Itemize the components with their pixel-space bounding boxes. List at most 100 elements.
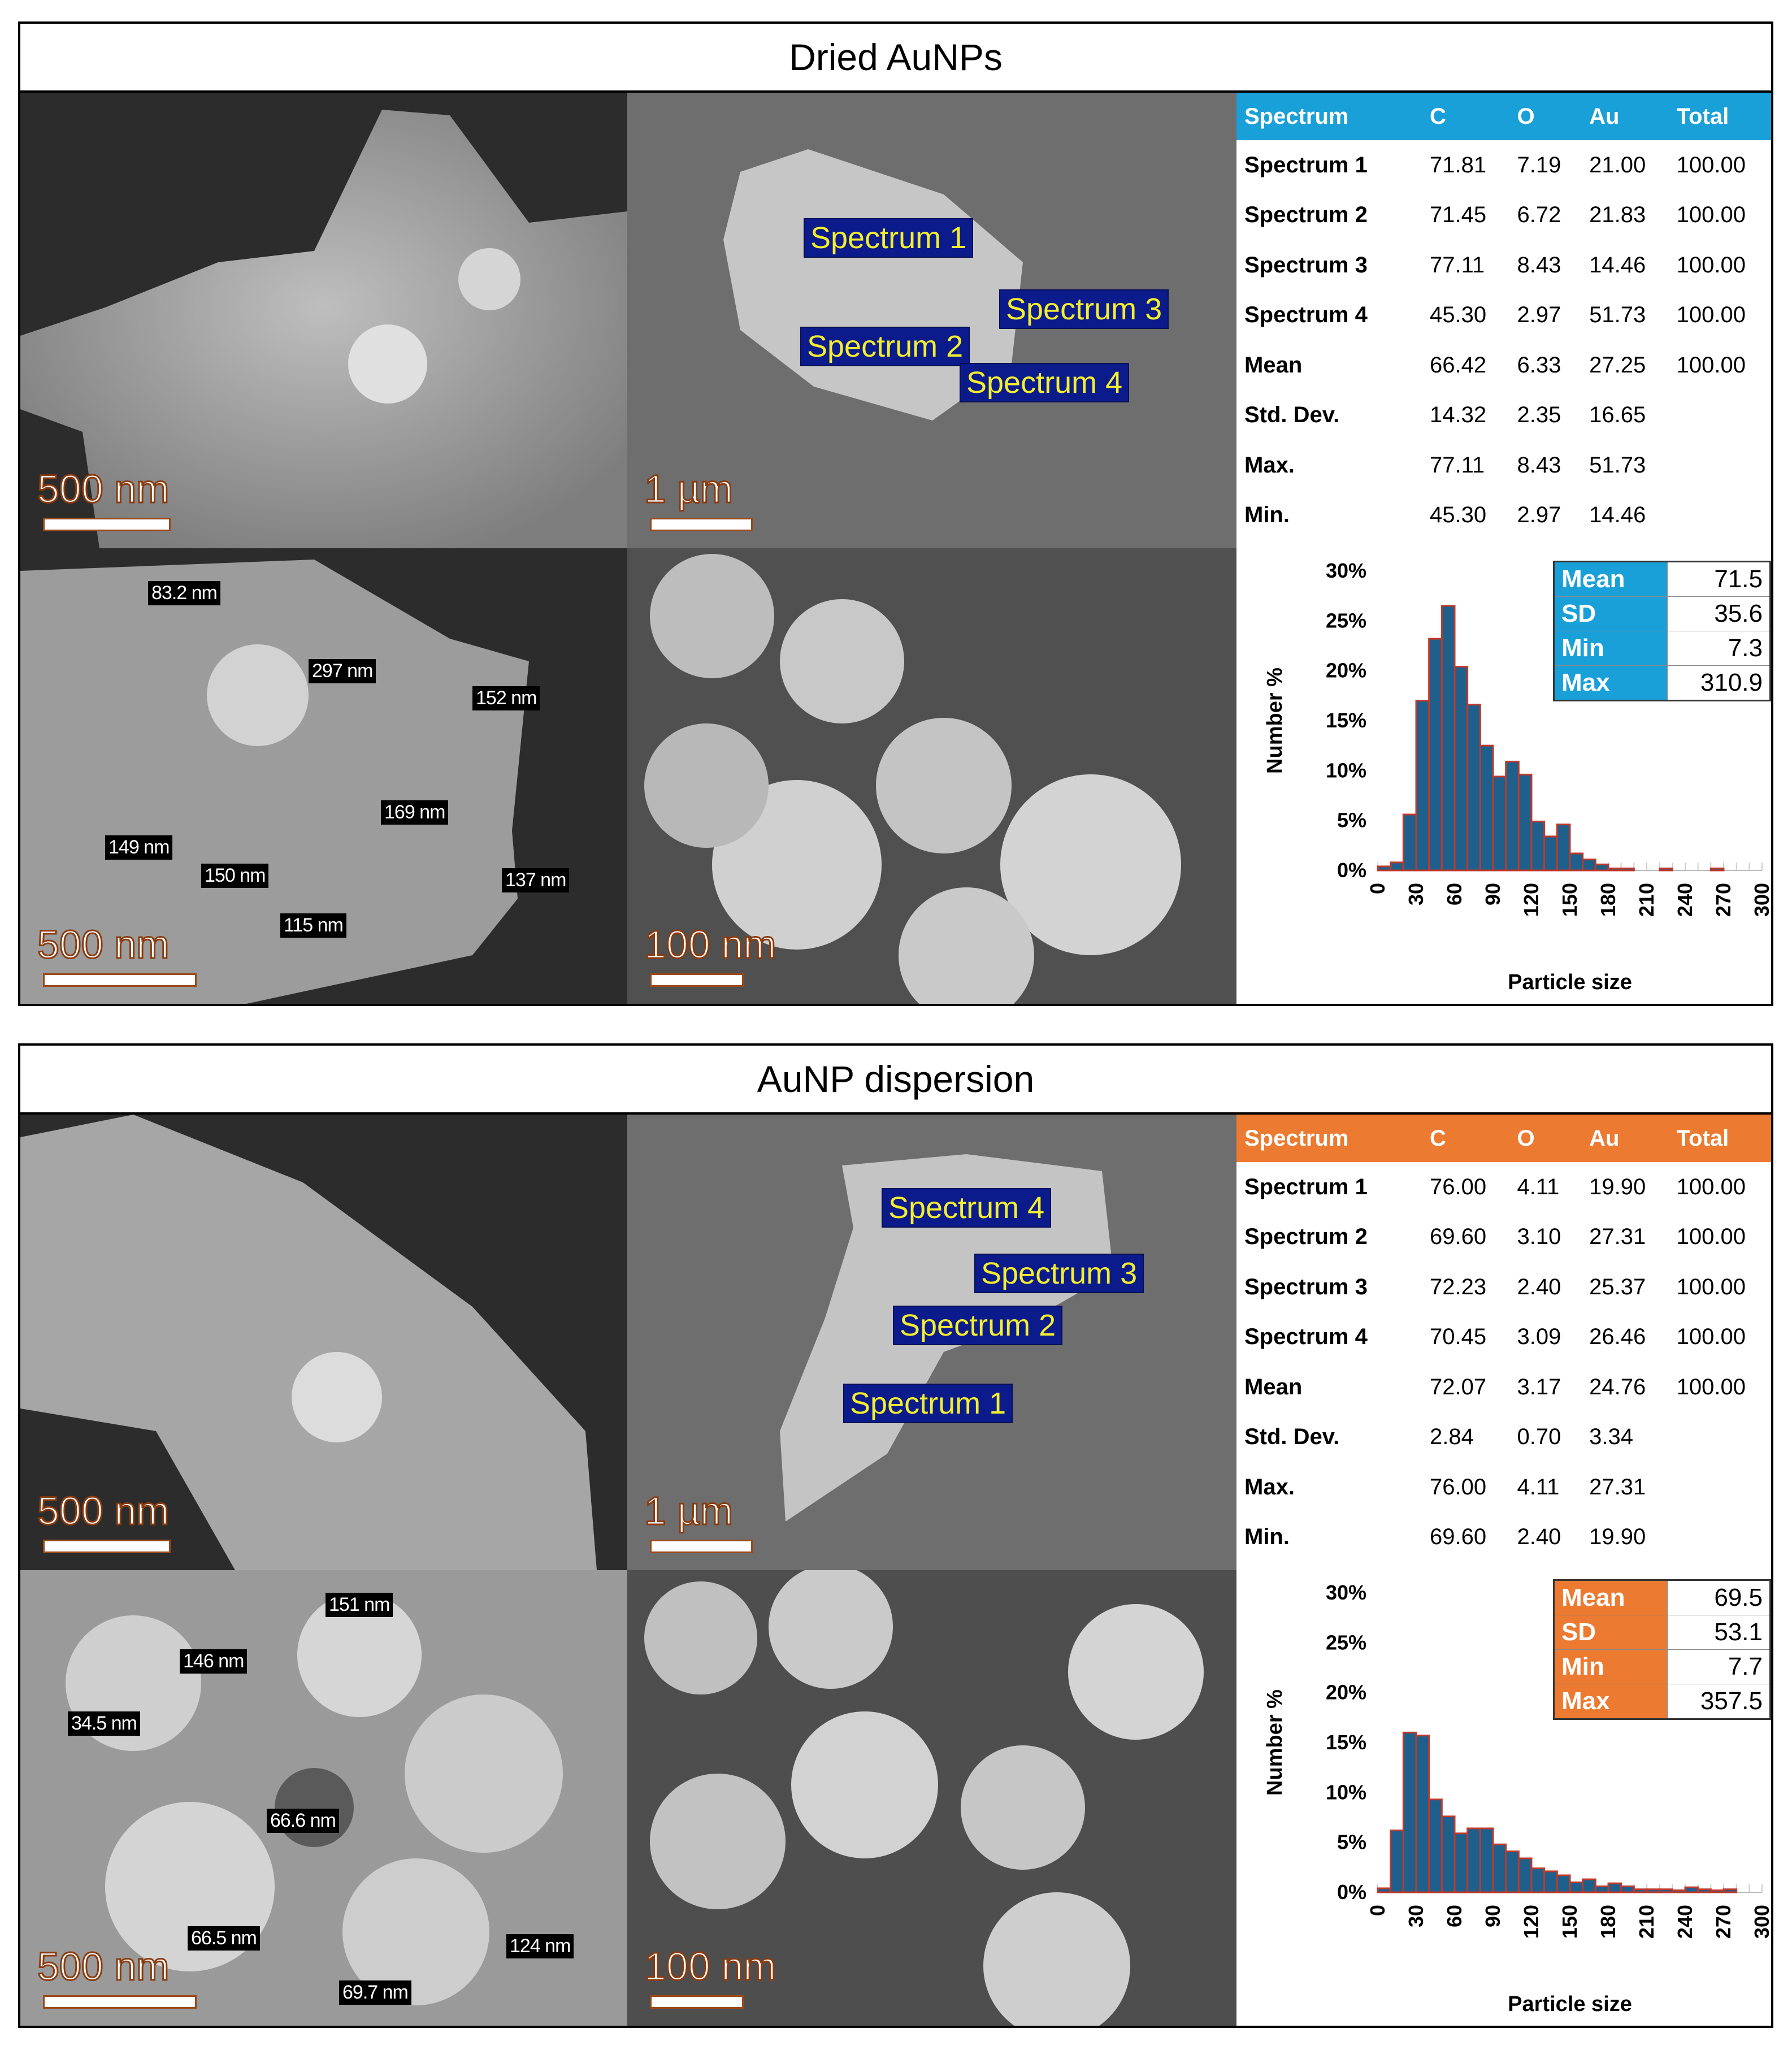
table-row: Std. Dev. 14.32 2.35 16.65 [1236,391,1771,441]
table-cell: 2.97 [1517,302,1561,328]
table-cell: 2.35 [1517,402,1561,428]
table-row: Spectrum 3 77.11 8.43 14.46 100.00 [1236,240,1771,291]
particle-cluster-graphic [644,554,1181,1004]
table-row: Mean 72.07 3.17 24.76 100.00 [1236,1362,1771,1412]
histogram-bar [1620,867,1635,872]
x-tick-label: 90 [1481,1905,1504,1927]
histogram-bar [1505,760,1520,872]
spectrum-tag-4: Spectrum 4 [882,1188,1052,1228]
column-header: Spectrum [1244,1125,1349,1151]
measurement-label: 150 nm [201,864,269,888]
histogram-bar [1390,861,1404,872]
scale-label: 500 nm [36,467,170,511]
table-row: Max. 76.00 4.11 27.31 [1236,1462,1771,1512]
table-cell: 2.97 [1517,502,1561,528]
measurement-label: 149 nm [105,835,173,860]
x-tick-label: 150 [1558,1905,1581,1939]
histogram-bar [1722,1888,1738,1893]
table-cell: 3.09 [1517,1324,1561,1350]
table-cell: 100.00 [1676,1274,1746,1299]
table-body: Spectrum 1 71.81 7.19 21.00 100.00 Spectrum 2… [1236,140,1771,540]
table-cell: 8.43 [1517,252,1561,278]
table-cell: 100.00 [1676,152,1746,177]
sem-image-measured: 151 nm 146 nm 34.5 nm 66.6 nm 66.5 nm 12… [20,1570,627,2026]
particle-cluster-graphic [20,110,627,548]
y-tick-label: 15% [1326,1731,1366,1754]
x-tick-label: 210 [1635,1905,1658,1939]
measurement-label: 146 nm [180,1649,248,1674]
measurement-label: 34.5 nm [68,1711,140,1736]
histogram-bar [1428,638,1443,872]
x-tick-label: 240 [1673,1905,1696,1939]
x-tick-label: 0 [1366,883,1389,894]
histogram-bar [1659,1888,1673,1893]
measurement-label: 66.6 nm [267,1809,339,1833]
histogram-bar [1569,852,1584,872]
table-cell: 7.19 [1517,152,1561,177]
row-label: Spectrum 4 [1244,1324,1368,1350]
table-row: Mean 66.42 6.33 27.25 100.00 [1236,340,1771,391]
histogram-bar [1633,1888,1648,1893]
measurement-label: 124 nm [506,1934,574,1958]
y-tick-label: 30% [1326,1581,1366,1604]
histogram-bar [1543,1870,1558,1893]
particle-cluster-graphic [644,1570,1204,2026]
particle-cluster-graphic [20,560,529,1004]
x-axis-title: Particle size [1508,970,1632,994]
histogram-bar [1453,1832,1469,1893]
y-tick-label: 5% [1337,809,1366,832]
table-row: Max. 77.11 8.43 51.73 [1236,440,1771,491]
column-header: C [1430,103,1446,129]
histogram-bar [1530,1867,1546,1893]
table-cell: 100.00 [1676,1224,1746,1250]
histogram-bar [1402,813,1417,872]
table-cell: 76.00 [1430,1474,1487,1499]
scale-label: 500 nm [36,1944,170,1988]
table-cell: 71.81 [1430,152,1487,177]
y-tick-label: 25% [1326,609,1366,632]
table-row: Min. 69.60 2.40 19.90 [1236,1512,1771,1563]
table-cell: 69.60 [1430,1224,1487,1250]
table-cell [1669,391,1771,441]
table-cell: 100.00 [1676,1374,1746,1399]
table-cell [1669,1462,1771,1512]
table-cell: 8.43 [1517,452,1561,478]
scale-label: 100 nm [643,922,776,967]
column-header: Total [1676,103,1729,129]
particle-cluster-graphic [20,1115,597,1570]
histogram-bar [1543,835,1558,872]
table-cell: 100.00 [1676,302,1746,328]
histogram-bar [1709,867,1725,872]
histogram-bar [1517,1857,1533,1893]
scale-bar [43,973,197,987]
histogram-bar [1620,1885,1635,1893]
row-label: Spectrum 3 [1244,252,1368,278]
table-header-row: Spectrum C O Au Total [1236,1115,1771,1162]
scale-label: 100 nm [643,1944,776,1988]
sem-image-measured: 83.2 nm 297 nm 152 nm 169 nm 149 nm 150 … [20,548,627,1004]
histogram-container: 0% 5% 10% 15% 20% 25% 30% 0 30 60 90 120 150 180 210 24… [1236,548,1771,1004]
table-cell [1669,440,1771,491]
table-cell: 19.90 [1589,1524,1646,1550]
histogram-bar [1415,700,1430,872]
table-cell: 100.00 [1676,1174,1746,1199]
y-tick-label: 0% [1337,1880,1366,1904]
table-cell: 51.73 [1589,302,1646,328]
histogram-bar [1646,1888,1661,1893]
x-tick-label: 300 [1750,1905,1771,1939]
table-row: Min. 45.30 2.97 14.46 [1236,491,1771,541]
stat-key: Max [1554,665,1668,701]
measurement-label: 151 nm [326,1593,393,1617]
table-cell: 27.25 [1589,352,1646,378]
stat-value: 357.5 [1667,1684,1771,1719]
scale-label: 1 µm [643,1489,734,1533]
x-tick-label: 0 [1366,1905,1389,1916]
stat-value: 69.5 [1667,1580,1771,1615]
x-tick-label: 300 [1750,883,1771,917]
x-tick-label: 270 [1712,1905,1735,1939]
table-cell [1669,1512,1771,1563]
row-label: Max. [1244,1474,1295,1499]
row-label: Mean [1244,352,1303,378]
histogram-bar [1479,1827,1494,1893]
measurement-label: 83.2 nm [148,581,220,605]
